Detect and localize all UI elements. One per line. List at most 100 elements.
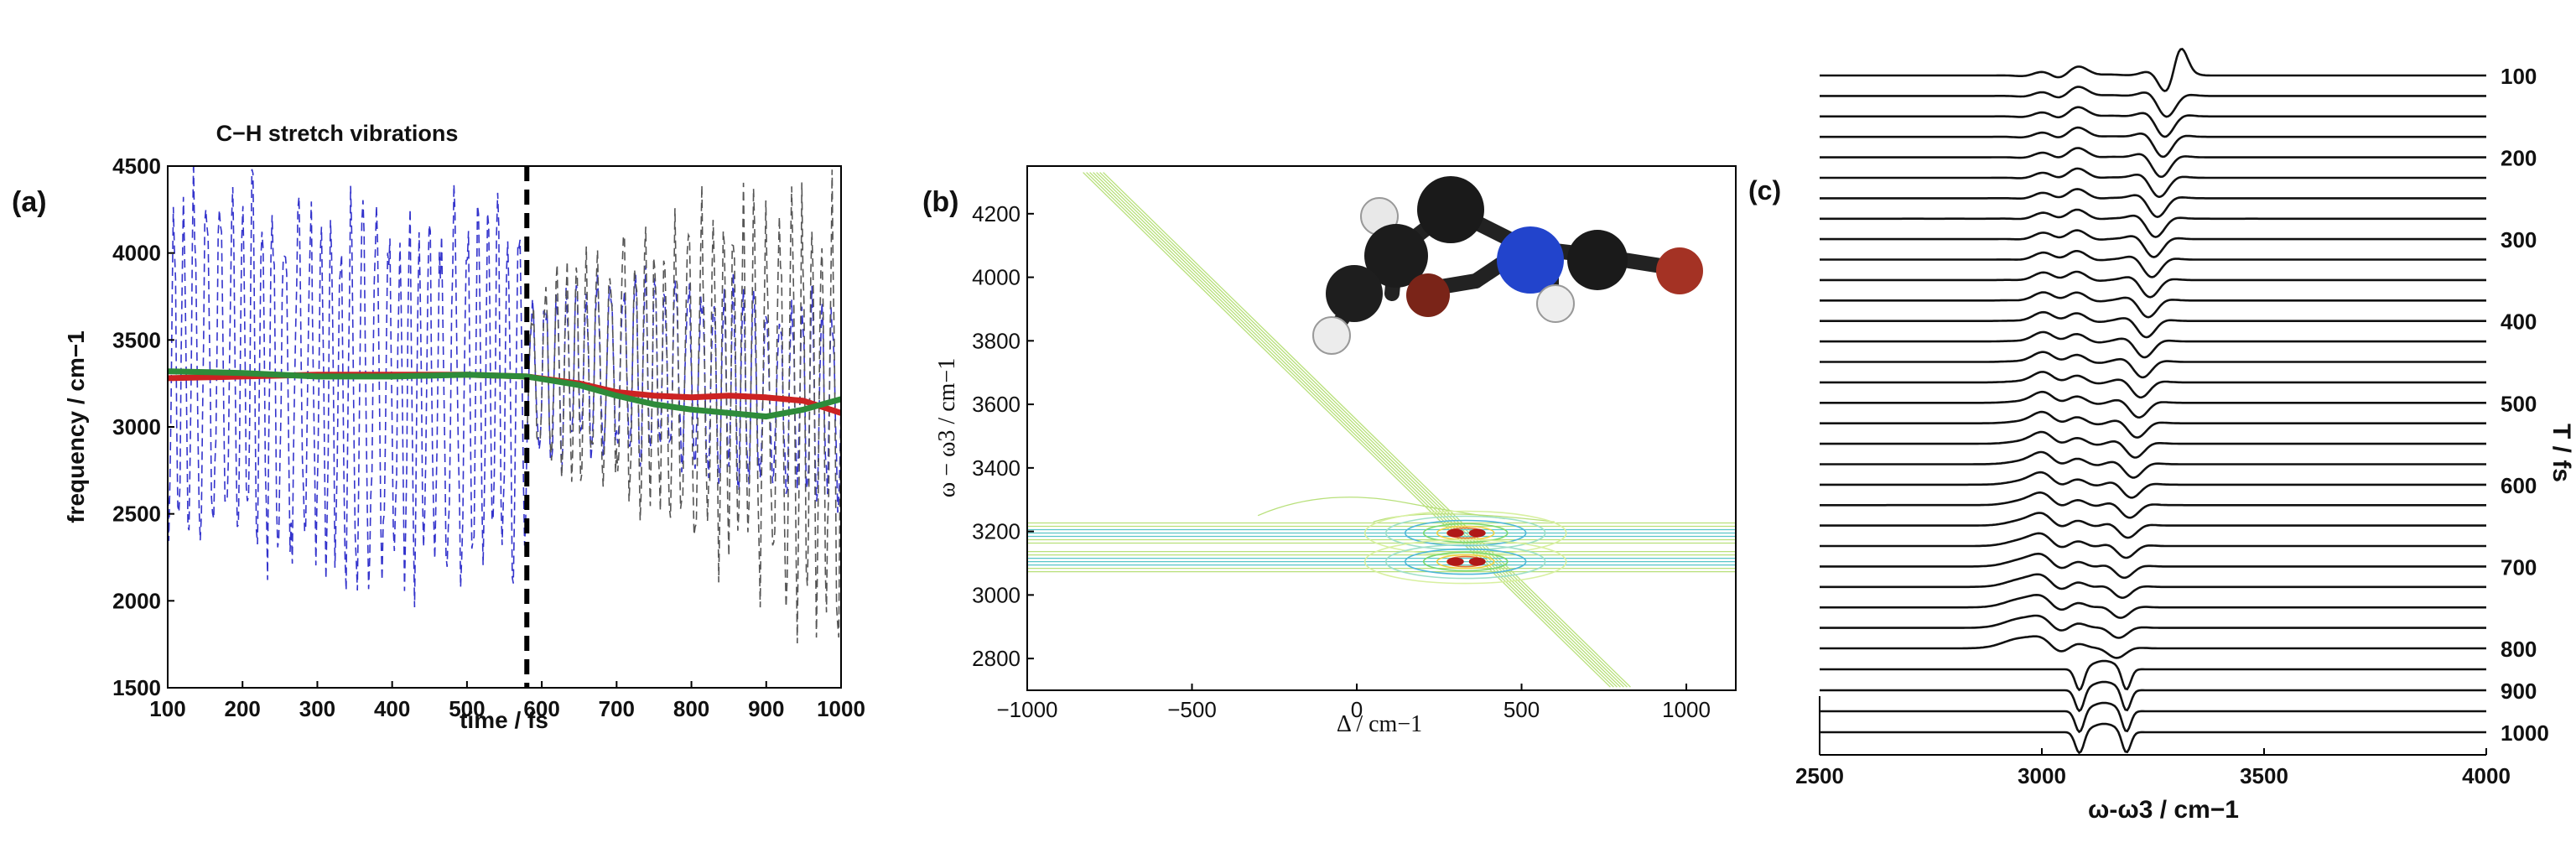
y-tick-label: 3000	[972, 582, 1021, 607]
panel-b-y-ticks: 2800 3000 3200 3400 3600 3800 4000 4200	[972, 201, 1034, 671]
peak-1	[1446, 557, 1464, 566]
right-label: 1000	[2501, 720, 2549, 746]
y-tick-label: 4000	[972, 265, 1021, 290]
diagonal-contour	[1099, 172, 1628, 688]
spectrum-trace-375	[1820, 291, 2486, 319]
spectrum-trace-175	[1820, 126, 2486, 159]
y-tick-label: 3800	[972, 328, 1021, 353]
series-line-3	[169, 368, 840, 420]
x-tick-label: 3500	[2240, 763, 2288, 788]
diagonal-contour	[1086, 172, 1614, 688]
y-tick-label: 2500	[112, 502, 161, 527]
panel-a-title: C−H stretch vibrations	[216, 121, 459, 146]
spectrum-trace-125	[1820, 86, 2486, 118]
x-tick-label: 1000	[817, 696, 865, 721]
panel-a: (a) C−H stretch vibrations 100 200 300 400 5…	[12, 121, 865, 733]
spectrum-trace-250	[1820, 188, 2486, 219]
panel-b-xlabel: Δ / cm−1	[1337, 711, 1422, 737]
spectrum-trace-675	[1820, 532, 2486, 559]
panel-a-series	[169, 368, 840, 420]
spectrum-trace-425	[1820, 330, 2486, 359]
y-tick-label: 4000	[112, 241, 161, 266]
x-tick-label: −500	[1167, 697, 1217, 722]
y-tick-label: 2800	[972, 646, 1021, 671]
spectrum-trace-950	[1820, 701, 2486, 734]
y-tick-label: 3000	[112, 414, 161, 440]
y-tick-label: 3400	[972, 455, 1021, 481]
panel-c-xlabel: ω-ω3 / cm−1	[2088, 796, 2239, 824]
x-tick-label: 500	[449, 696, 485, 721]
spectrum-trace-850	[1820, 659, 2486, 692]
panel-a-oscillation-traces	[169, 167, 840, 644]
panel-a-xlabel: time / fs	[460, 707, 548, 733]
right-label: 200	[2501, 146, 2537, 171]
x-tick-label: 2500	[1795, 763, 1844, 788]
panel-c-right-labels: 100 200 300 400 500 600 700 800 900 1000	[2501, 64, 2549, 746]
panel-b-ylabel: ω − ω3 / cm−1	[934, 358, 960, 497]
y-tick-label: 2000	[112, 588, 161, 613]
y-tick-label: 3200	[972, 519, 1021, 544]
spectrum-trace-650	[1820, 512, 2486, 539]
spectrum-trace-625	[1820, 491, 2486, 519]
spectrum-trace-725	[1820, 573, 2486, 600]
spectrum-trace-525	[1820, 410, 2486, 439]
spectrum-trace-600	[1820, 471, 2486, 499]
spectrum-trace-325	[1820, 250, 2486, 278]
panel-c-x-ticks: 2500 3000 3500 4000	[1795, 748, 2511, 788]
spectrum-trace-100	[1820, 47, 2486, 92]
spectrum-trace-150	[1820, 106, 2486, 138]
molecule-ball-and-stick-icon	[1312, 176, 1703, 355]
y-tick-label: 3500	[112, 327, 161, 352]
panel-b-x-ticks: −1000 −500 0 500 1000	[996, 684, 1711, 722]
x-tick-label: 200	[225, 696, 261, 721]
right-label: 300	[2501, 227, 2537, 252]
right-label: 100	[2501, 64, 2537, 89]
x-tick-label: 600	[523, 696, 559, 721]
x-tick-label: 3000	[2018, 763, 2066, 788]
diagonal-contour	[1089, 172, 1618, 688]
x-tick-label: −1000	[996, 697, 1057, 722]
oscillation-trace	[526, 169, 840, 644]
x-tick-label: 100	[149, 696, 185, 721]
x-tick-label: 300	[299, 696, 335, 721]
panel-b-contours	[1028, 172, 1735, 688]
y-tick-label: 1500	[112, 675, 161, 700]
x-tick-label: 800	[673, 696, 709, 721]
x-tick-label: 1000	[1662, 697, 1711, 722]
diagonal-contour	[1083, 172, 1611, 688]
right-label: 400	[2501, 309, 2537, 335]
oscillation-trace	[169, 167, 840, 608]
panel-a-x-ticks: 100 200 300 400 500 600 700 800 900 1000	[149, 681, 865, 721]
spectrum-trace-350	[1820, 270, 2486, 299]
spectrum-trace-200	[1820, 147, 2486, 179]
y-tick-label: 4500	[112, 153, 161, 179]
right-label: 900	[2501, 679, 2537, 704]
panel-a-letter: (a)	[12, 186, 47, 218]
panel-c-letter: (c)	[1748, 175, 1781, 205]
y-tick-label: 3600	[972, 392, 1021, 417]
spectrum-trace-275	[1820, 208, 2486, 238]
right-label: 600	[2501, 473, 2537, 498]
panel-b: (b)	[922, 165, 1737, 737]
panel-a-y-ticks: 1500 2000 2500 3000 3500 4000 4500	[112, 153, 174, 700]
panel-c: (c) 2500 3000 3500 4000 100 200 300 400 500 600 7…	[1748, 47, 2575, 824]
diagonal-contour	[1093, 172, 1621, 688]
diagonal-contour	[1096, 172, 1624, 688]
x-tick-label: 500	[1504, 697, 1540, 722]
panel-a-ylabel: frequency / cm−1	[63, 330, 89, 523]
spectrum-trace-900	[1820, 680, 2486, 713]
x-tick-label: 400	[374, 696, 410, 721]
spectrum-trace-700	[1820, 552, 2486, 580]
spectrum-trace-750	[1820, 593, 2486, 619]
panel-b-letter: (b)	[922, 186, 958, 218]
right-label: 700	[2501, 554, 2537, 580]
right-label: 500	[2501, 391, 2537, 416]
x-tick-label: 4000	[2462, 763, 2511, 788]
spectrum-trace-400	[1820, 310, 2486, 339]
spectrum-trace-550	[1820, 430, 2486, 459]
spectrum-trace-450	[1820, 351, 2486, 379]
x-tick-label: 0	[1351, 697, 1363, 722]
spectrum-trace-575	[1820, 450, 2486, 479]
peak-0	[1446, 528, 1464, 538]
